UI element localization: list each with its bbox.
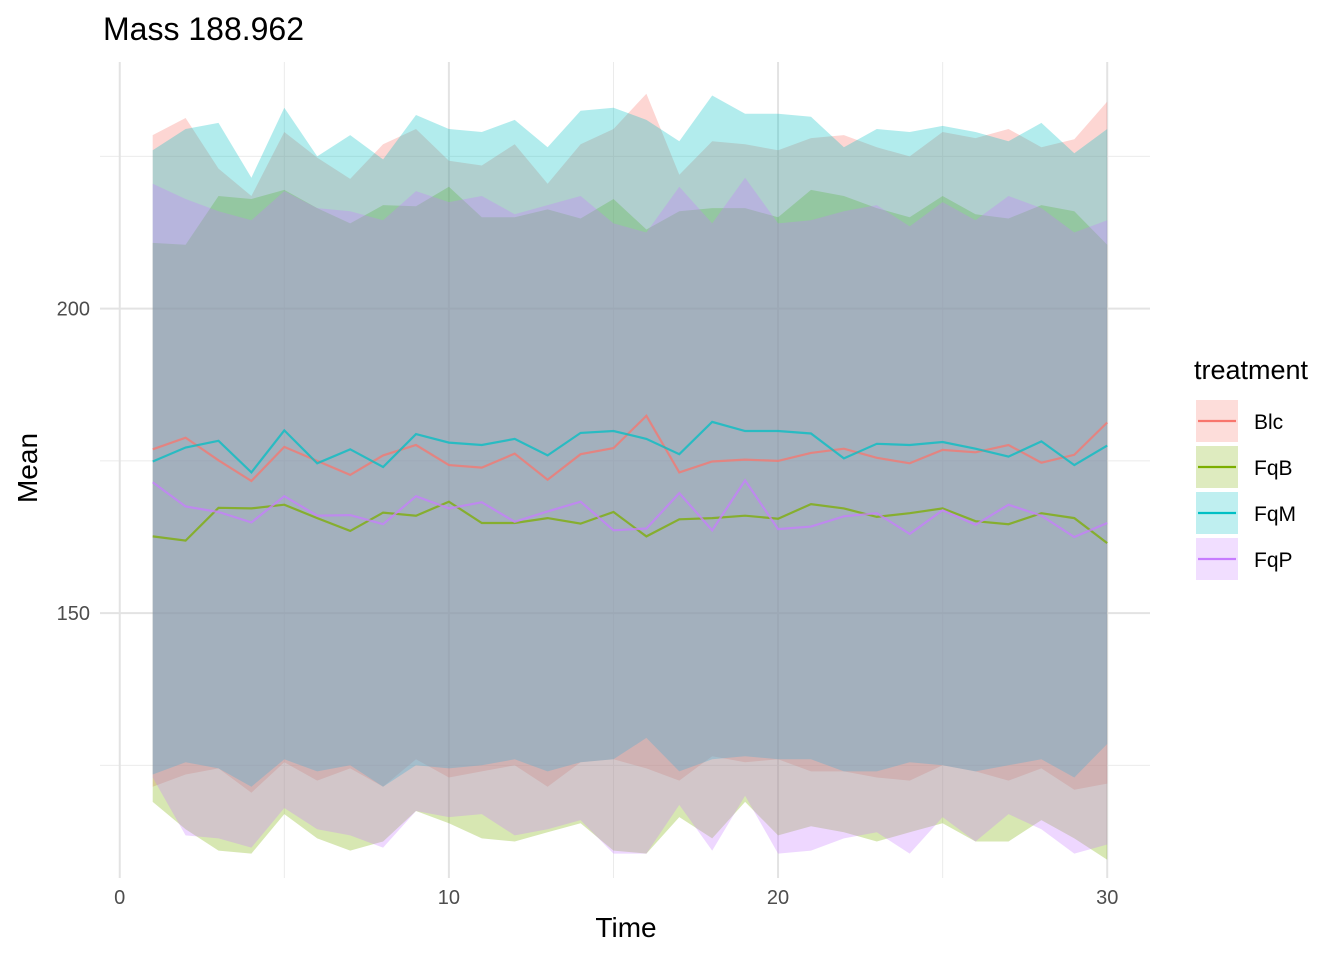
- legend-label: FqB: [1254, 457, 1293, 480]
- y-tick-label: 150: [57, 603, 90, 625]
- line-fqb: [152, 500, 1108, 544]
- ribbons: [152, 93, 1108, 860]
- chart-title: Mass 188.962: [103, 11, 304, 47]
- legend-label: Blc: [1254, 411, 1283, 434]
- line-fqp: [152, 478, 1108, 539]
- ribbon-fqm: [152, 95, 1108, 787]
- legend-label: FqP: [1254, 549, 1293, 572]
- legend: treatment Blc FqB FqM FqP: [1194, 355, 1309, 580]
- x-axis-ticks: 0 10 20 30: [114, 887, 1118, 909]
- legend-title: treatment: [1194, 355, 1309, 385]
- legend-item-fqp: FqP: [1196, 538, 1293, 580]
- legend-label: FqM: [1254, 503, 1296, 526]
- grid: [100, 62, 1150, 878]
- line-fqm: [152, 420, 1108, 475]
- legend-item-blc: Blc: [1196, 400, 1283, 442]
- y-axis-ticks: 150 200: [57, 299, 90, 625]
- x-axis-title: Time: [595, 912, 656, 943]
- x-tick-label: 10: [438, 887, 460, 909]
- x-tick-label: 30: [1096, 887, 1118, 909]
- y-tick-label: 200: [57, 299, 90, 321]
- legend-item-fqm: FqM: [1196, 492, 1296, 534]
- ribbon-blc: [152, 93, 1108, 793]
- x-tick-label: 20: [767, 887, 789, 909]
- y-axis-title: Mean: [12, 433, 43, 503]
- legend-item-fqb: FqB: [1196, 446, 1293, 488]
- x-tick-label: 0: [114, 887, 125, 909]
- ribbon-fqp: [152, 177, 1108, 854]
- series-lines: [152, 414, 1108, 544]
